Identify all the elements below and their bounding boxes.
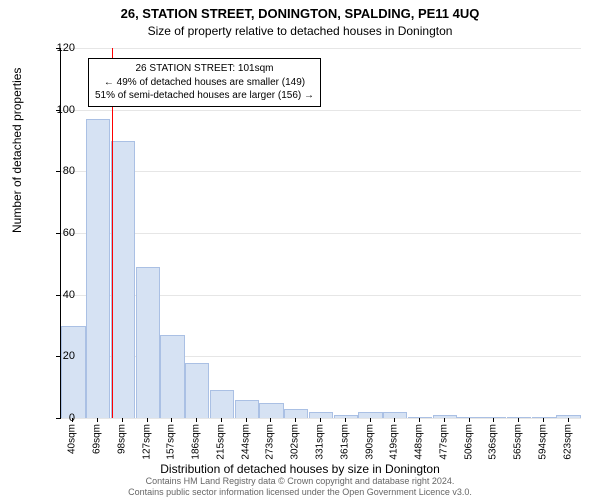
- x-tick-label: 98sqm: [116, 424, 127, 454]
- footer-copyright-2: Contains public sector information licen…: [0, 487, 600, 498]
- x-tick-label: 506sqm: [463, 424, 474, 460]
- x-tick-label: 448sqm: [414, 424, 425, 460]
- x-tick-mark: [394, 418, 395, 422]
- x-tick-label: 331sqm: [315, 424, 326, 460]
- x-tick-mark: [370, 418, 371, 422]
- y-tick-mark: [56, 171, 60, 172]
- x-tick-mark: [419, 418, 420, 422]
- x-tick-mark: [444, 418, 445, 422]
- x-tick-label: 40sqm: [67, 424, 78, 454]
- bar: [235, 400, 259, 419]
- x-tick-label: 127sqm: [141, 424, 152, 460]
- y-tick-label: 80: [45, 165, 75, 177]
- y-tick-label: 20: [45, 350, 75, 362]
- x-tick-mark: [97, 418, 98, 422]
- y-tick-label: 100: [45, 104, 75, 116]
- x-tick-mark: [295, 418, 296, 422]
- x-tick-label: 69sqm: [92, 424, 103, 454]
- bar: [457, 417, 481, 418]
- x-tick-label: 244sqm: [240, 424, 251, 460]
- y-tick-label: 40: [45, 289, 75, 301]
- bar: [136, 267, 160, 418]
- x-tick-label: 215sqm: [215, 424, 226, 460]
- chart-subtitle: Size of property relative to detached ho…: [0, 24, 600, 38]
- gridline: [61, 233, 581, 234]
- gridline: [61, 418, 581, 419]
- y-tick-mark: [56, 48, 60, 49]
- x-tick-label: 186sqm: [191, 424, 202, 460]
- infobox-line: 26 STATION STREET: 101sqm: [95, 62, 314, 76]
- bar: [433, 415, 457, 418]
- bar: [284, 409, 308, 418]
- property-info-box: 26 STATION STREET: 101sqm← 49% of detach…: [88, 58, 321, 107]
- y-tick-mark: [56, 295, 60, 296]
- x-tick-mark: [345, 418, 346, 422]
- footer-copyright-1: Contains HM Land Registry data © Crown c…: [0, 476, 600, 487]
- y-tick-label: 60: [45, 227, 75, 239]
- y-tick-mark: [56, 233, 60, 234]
- x-tick-mark: [543, 418, 544, 422]
- x-tick-label: 536sqm: [488, 424, 499, 460]
- x-tick-label: 361sqm: [339, 424, 350, 460]
- bar: [86, 119, 110, 418]
- x-tick-label: 157sqm: [166, 424, 177, 460]
- x-tick-mark: [221, 418, 222, 422]
- bar: [210, 390, 234, 418]
- infobox-line: ← 49% of detached houses are smaller (14…: [95, 76, 314, 90]
- chart-title-address: 26, STATION STREET, DONINGTON, SPALDING,…: [0, 6, 600, 21]
- x-tick-mark: [246, 418, 247, 422]
- x-axis-label: Distribution of detached houses by size …: [0, 462, 600, 476]
- y-axis-label: Number of detached properties: [10, 68, 24, 233]
- bar: [556, 415, 580, 418]
- x-tick-mark: [270, 418, 271, 422]
- x-tick-mark: [518, 418, 519, 422]
- gridline: [61, 48, 581, 49]
- x-tick-label: 302sqm: [290, 424, 301, 460]
- x-tick-label: 390sqm: [364, 424, 375, 460]
- chart-footer: Contains HM Land Registry data © Crown c…: [0, 476, 600, 498]
- x-tick-mark: [196, 418, 197, 422]
- bar: [185, 363, 209, 419]
- y-tick-mark: [56, 356, 60, 357]
- x-tick-mark: [147, 418, 148, 422]
- x-tick-mark: [122, 418, 123, 422]
- chart-container: { "title_line1": "26, STATION STREET, DO…: [0, 0, 600, 500]
- gridline: [61, 171, 581, 172]
- y-tick-label: 0: [45, 412, 75, 424]
- x-tick-label: 623sqm: [562, 424, 573, 460]
- x-tick-label: 594sqm: [537, 424, 548, 460]
- x-tick-mark: [171, 418, 172, 422]
- x-tick-label: 273sqm: [265, 424, 276, 460]
- x-tick-mark: [568, 418, 569, 422]
- x-tick-label: 419sqm: [389, 424, 400, 460]
- bar: [61, 326, 85, 419]
- y-tick-label: 120: [45, 42, 75, 54]
- gridline: [61, 110, 581, 111]
- y-tick-mark: [56, 418, 60, 419]
- y-tick-mark: [56, 110, 60, 111]
- infobox-line: 51% of semi-detached houses are larger (…: [95, 89, 314, 103]
- bar: [334, 415, 358, 418]
- bar: [532, 417, 556, 418]
- bar: [259, 403, 283, 418]
- x-tick-label: 565sqm: [513, 424, 524, 460]
- bar: [160, 335, 184, 418]
- x-tick-mark: [320, 418, 321, 422]
- x-tick-mark: [469, 418, 470, 422]
- bar: [111, 141, 135, 419]
- x-tick-mark: [72, 418, 73, 422]
- x-tick-label: 477sqm: [438, 424, 449, 460]
- x-tick-mark: [493, 418, 494, 422]
